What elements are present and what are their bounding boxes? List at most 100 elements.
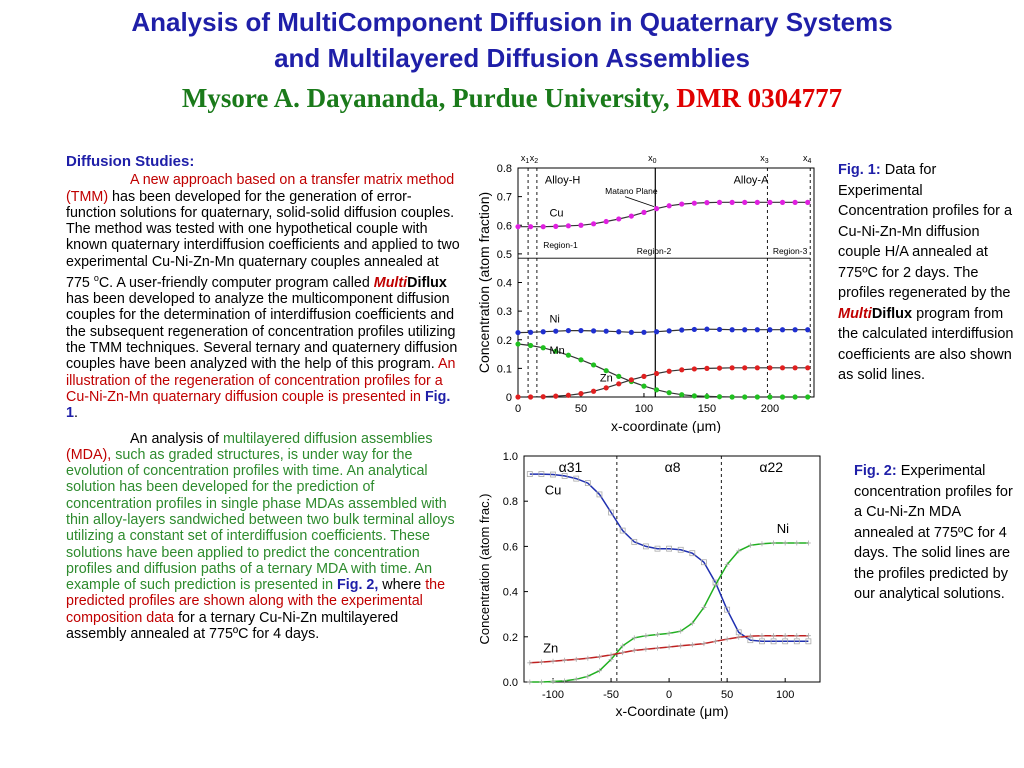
series-ni-point [590, 328, 597, 334]
p1-s4: has been developed to analyze the multic… [66, 291, 458, 373]
series-mn-point [716, 394, 723, 400]
p1-s1: A new approach based on a transfer matri… [66, 172, 455, 205]
series-cu-label: Cu [545, 482, 562, 497]
series-cu-point [608, 509, 614, 516]
series-mn-point [679, 392, 685, 398]
series-zn-point [713, 638, 719, 644]
series-cu-point [704, 200, 710, 206]
series-zn-point [643, 646, 649, 652]
series-zn-point [553, 393, 559, 399]
series-mn-point [641, 383, 647, 389]
series-ni-point [550, 679, 556, 685]
series-ni-point [515, 329, 521, 336]
series-ni-point [679, 327, 685, 333]
series-ni-point [641, 329, 647, 335]
y-tick-label: 0.8 [497, 163, 512, 175]
series-zn-point [679, 367, 685, 373]
series-ni-point [666, 328, 672, 334]
series-cu-point [754, 199, 760, 205]
series-cu-point [527, 224, 534, 230]
series-ni-point [527, 329, 534, 335]
p2-s2: multilayered diffusion assemblies [222, 430, 433, 447]
series-ni-point [585, 673, 591, 679]
series-cu-point [603, 218, 609, 225]
series-ni-point [616, 329, 622, 335]
series-ni-point [747, 542, 753, 548]
series-cu-point [653, 206, 660, 212]
series-cu-point [565, 223, 571, 229]
series-zn-point [654, 645, 660, 651]
series-ni-label: Ni [549, 314, 559, 326]
series-cu-point [779, 199, 786, 205]
p1-sup: o [93, 273, 99, 284]
series-mn-point [754, 394, 760, 400]
series-ni-point [742, 327, 748, 333]
series-ni-point [805, 540, 811, 546]
series-zn-point [628, 377, 634, 383]
y-tick-label: 0.6 [503, 541, 518, 553]
series-cu-point [578, 222, 584, 228]
series-ni-point [759, 541, 765, 547]
series-zn-point [747, 633, 753, 639]
series-cu-point [573, 475, 580, 482]
series-zn-point [666, 368, 672, 374]
fig2-label: Fig. 2: [854, 463, 897, 479]
p1-s5: An illustration of the regeneration of c… [66, 356, 456, 405]
series-mn-point [742, 394, 748, 400]
series-cu-point [689, 550, 696, 557]
alloy-a-label: Alloy-A [734, 175, 770, 187]
plot-frame [523, 455, 821, 683]
series-cu-point [561, 472, 568, 479]
series-mn-point [515, 341, 521, 347]
series-cu-point [679, 201, 685, 207]
series-mn-point [767, 394, 773, 400]
y-tick-label: 1.0 [503, 451, 518, 463]
series-ni-line [529, 542, 809, 683]
marker-label-x1: x1 [521, 153, 530, 165]
fig1-text-1: Data for Experimental Concentration prof… [838, 162, 1013, 301]
grant-number: DMR 0304777 [676, 83, 843, 113]
series-ni-point [666, 630, 672, 636]
series-mn-point [779, 394, 786, 400]
phase-label: α8 [665, 459, 681, 475]
x-tick-label: 200 [761, 403, 779, 415]
series-cu-point [742, 199, 748, 205]
x-axis-label: x-coordinate (μm) [611, 418, 721, 433]
x-tick-label: -50 [603, 689, 619, 701]
fig1-text-2: program from the calculated interdiffusi… [838, 305, 1014, 384]
y-tick-label: 0.7 [497, 192, 512, 204]
series-zn-point [759, 633, 765, 639]
series-mn-point [565, 352, 571, 358]
series-zn-point [666, 644, 672, 650]
series-mn-point [603, 368, 609, 374]
x-tick-label: 150 [698, 403, 716, 415]
x-tick-label: 100 [635, 403, 653, 415]
series-ni-point [573, 676, 579, 682]
series-mn-point [792, 394, 798, 400]
series-ni-point [771, 540, 777, 546]
series-zn-point [779, 365, 786, 371]
x-tick-label: -100 [542, 689, 564, 701]
fig1-diflux: Diflux [871, 305, 913, 322]
section-heading: Diffusion Studies: [66, 153, 195, 170]
series-zn-point [689, 642, 695, 648]
paragraph-1: A new approach based on a transfer matri… [66, 172, 460, 421]
series-cu-point [759, 638, 765, 645]
alloy-h-label: Alloy-H [545, 175, 581, 187]
series-zn-point [805, 365, 811, 371]
series-zn-point [736, 634, 742, 640]
series-zn-point [742, 365, 748, 371]
figure-2-chart: 0.0 0.2 0.4 0.6 0.8 1.0 -100 -50 0 50 100 x-Coordin… [477, 451, 821, 719]
series-ni-line [517, 328, 808, 334]
series-cu-line [529, 473, 809, 643]
body-text: Diffusion Studies: A new approach based … [66, 153, 460, 642]
series-zn-point [620, 650, 626, 656]
series-cu-point [793, 638, 800, 645]
y-tick-label: 0.5 [497, 249, 512, 261]
fig1-label: Fig. 1: [838, 162, 881, 178]
series-zn-label: Zn [600, 372, 613, 384]
series-cu-label: Cu [549, 208, 563, 220]
series-zn-point [527, 660, 533, 666]
series-ni-point [691, 326, 697, 333]
series-zn-point [565, 392, 571, 398]
